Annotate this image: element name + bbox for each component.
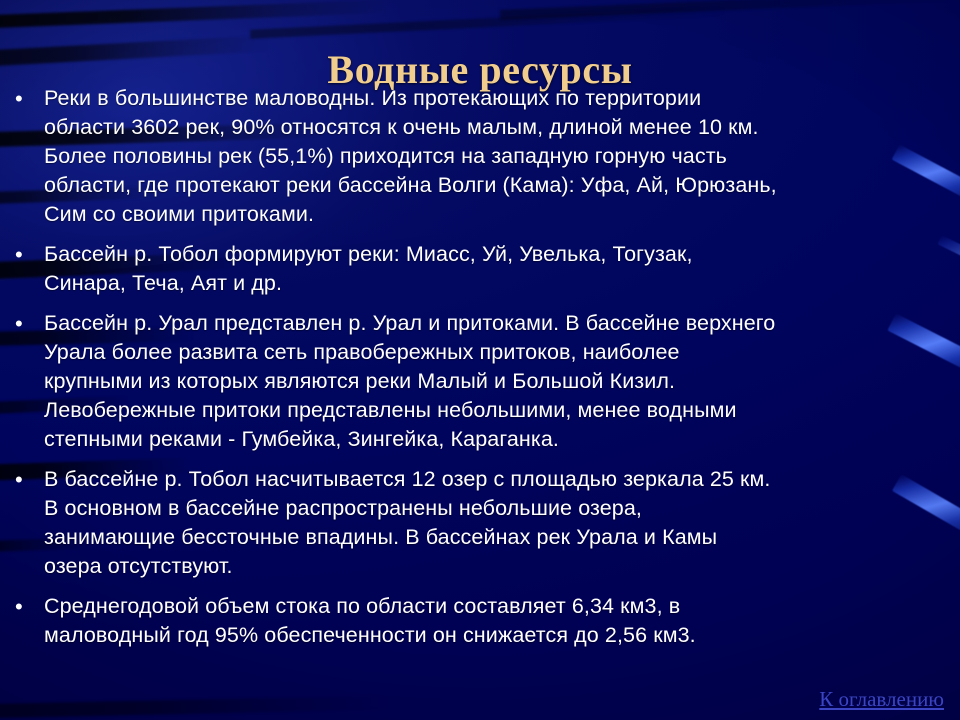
bullet-text: Бассейн р. Урал представлен р. Урал и пр… — [44, 311, 776, 451]
bullet-marker-icon: • — [15, 242, 23, 267]
bullet-marker-icon: • — [15, 594, 23, 619]
table-of-contents-link[interactable]: К оглавлению — [819, 687, 944, 711]
bullet-item: • Реки в большинстве маловодны. Из проте… — [10, 84, 950, 229]
bullet-marker-icon: • — [15, 467, 23, 492]
bullet-marker-icon: • — [15, 86, 23, 111]
bullet-item: • Среднегодовой объем стока по области с… — [10, 592, 950, 650]
bullet-item: • Бассейн р. Урал представлен р. Урал и … — [10, 309, 950, 454]
bullet-item: • В бассейне р. Тобол насчитывается 12 о… — [10, 465, 950, 581]
slide-body: • Реки в большинстве маловодны. Из проте… — [10, 84, 950, 661]
bullet-text: Реки в большинстве маловодны. Из протека… — [44, 86, 777, 226]
bullet-text: Среднегодовой объем стока по области сос… — [44, 594, 696, 647]
bullet-text: В бассейне р. Тобол насчитывается 12 озе… — [44, 467, 771, 578]
slide-title: Водные ресурсы — [327, 46, 633, 92]
bullet-marker-icon: • — [15, 311, 23, 336]
bullet-text: Бассейн р. Тобол формируют реки: Миасс, … — [44, 242, 693, 295]
bullet-item: • Бассейн р. Тобол формируют реки: Миасс… — [10, 240, 950, 298]
